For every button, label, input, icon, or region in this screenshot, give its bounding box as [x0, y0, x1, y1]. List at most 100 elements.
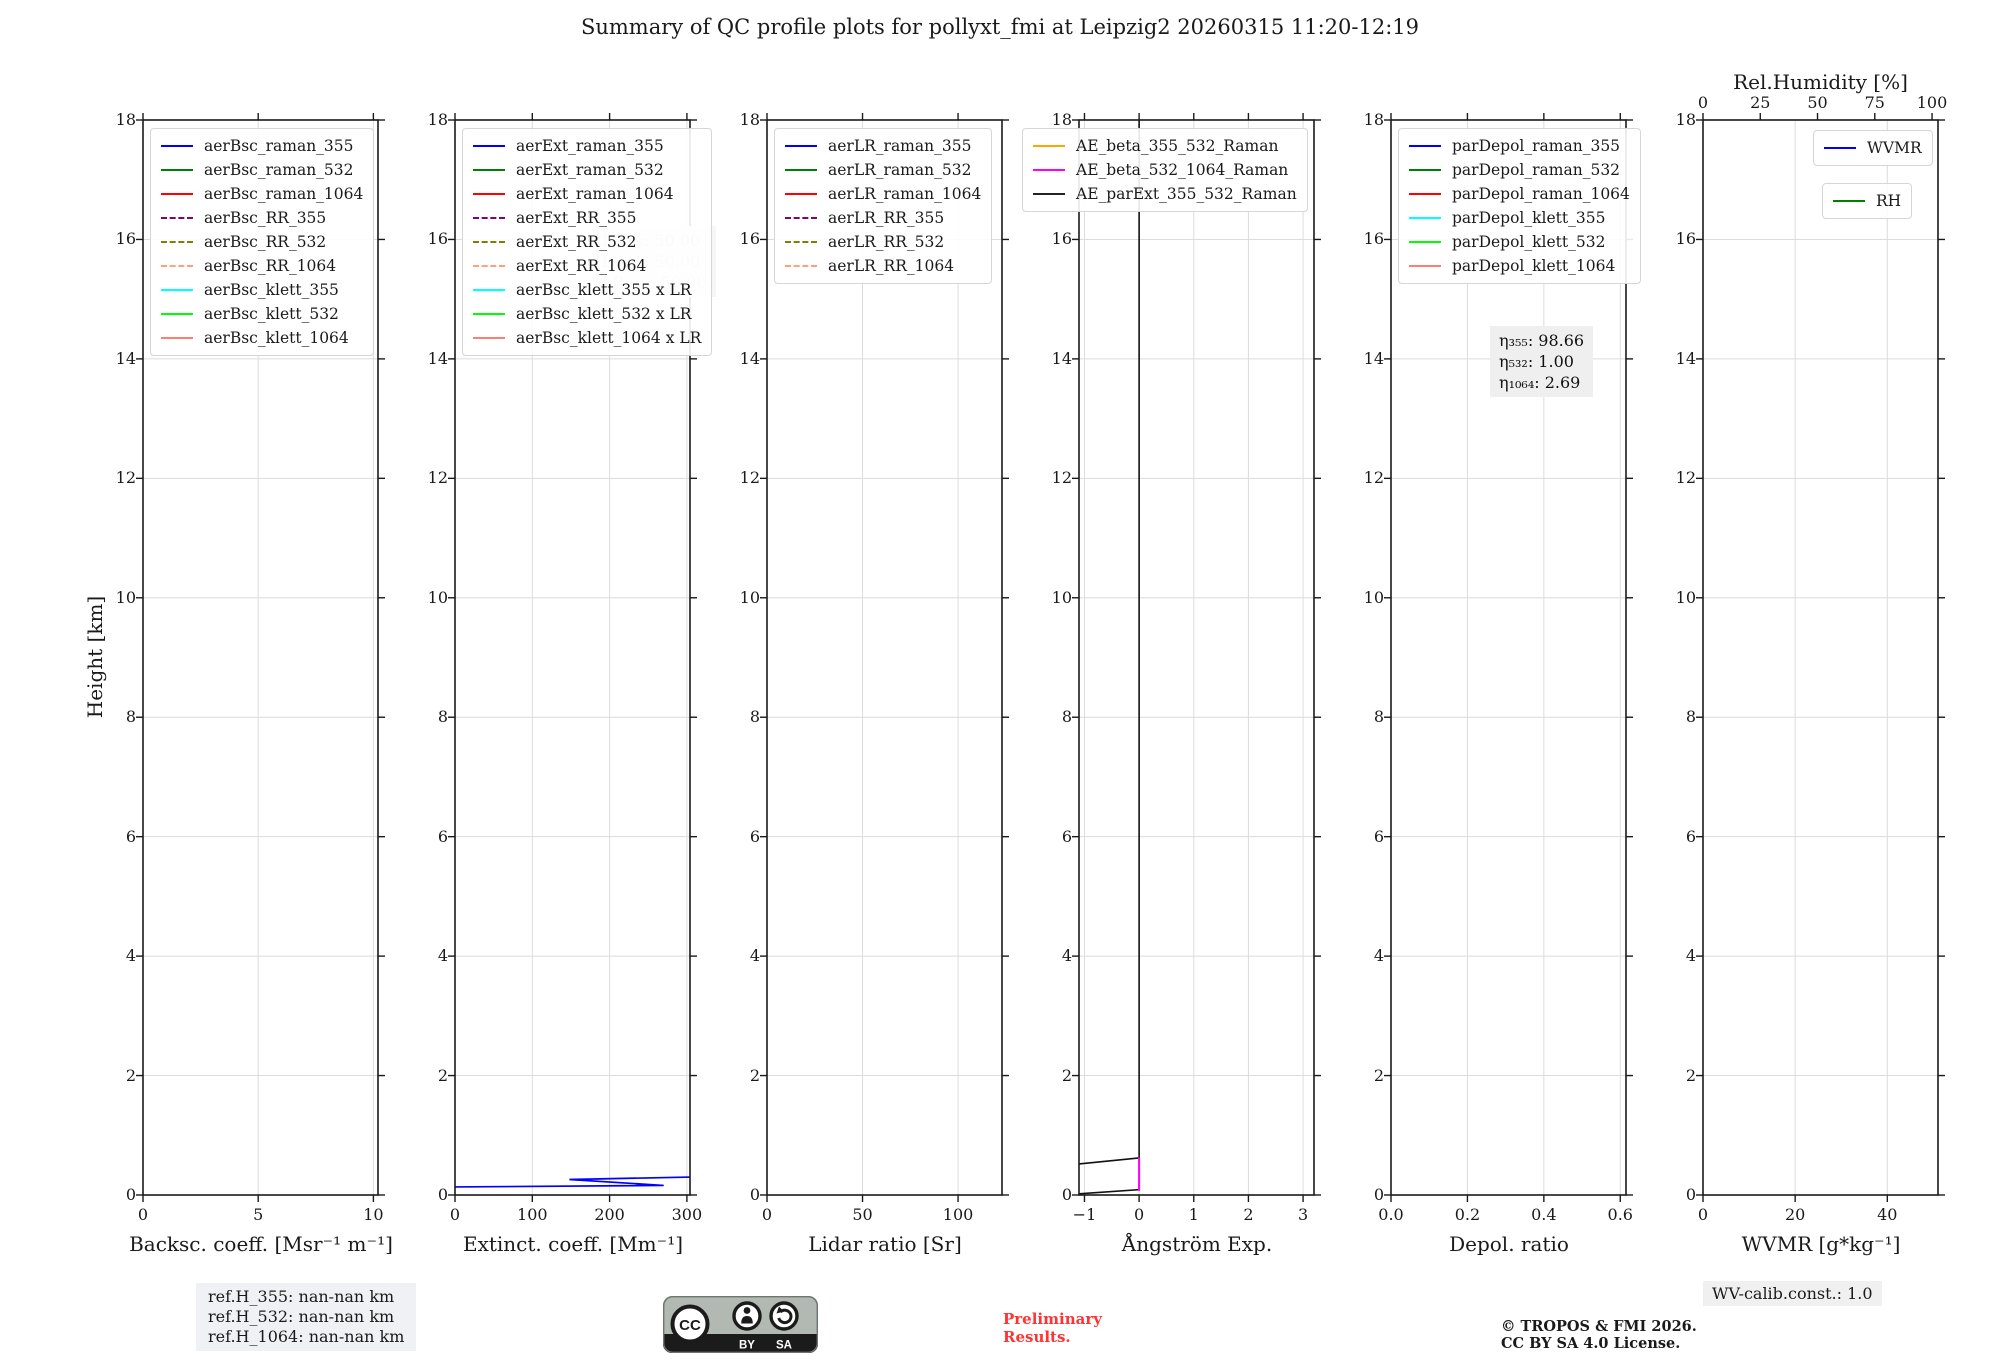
y-tick-label: 18 [1051, 110, 1072, 129]
legend-item: aerBsc_raman_355 [161, 134, 363, 158]
x-tick-label: 0.0 [1378, 1205, 1404, 1224]
y-tick-label: 18 [115, 110, 136, 129]
y-tick-label: 0 [437, 1185, 448, 1204]
legend-line-sample [473, 193, 505, 195]
legend-item: aerExt_RR_1064 [473, 254, 701, 278]
reference-height-annotation: ref.H_355: nan-nan km ref.H_532: nan-nan… [196, 1283, 417, 1351]
legend-item-label: parDepol_raman_532 [1452, 161, 1621, 179]
legend-line-sample [785, 265, 817, 267]
legend-item: aerBsc_RR_532 [161, 230, 363, 254]
legend-item-label: aerLR_raman_532 [828, 161, 972, 179]
top-tick-label: 75 [1864, 93, 1885, 112]
axes-spines [142, 119, 379, 1196]
copyright-line-2: CC BY SA 4.0 License. [1501, 1335, 1681, 1352]
legend-line-sample [1033, 169, 1065, 171]
x-tick-label: 0.4 [1531, 1205, 1557, 1224]
y-tick-label: 8 [437, 707, 448, 727]
y-tick-label: 18 [1363, 110, 1384, 129]
y-tick-label: 4 [749, 946, 760, 966]
x-tick-label: 0.2 [1454, 1205, 1481, 1224]
legend-item: aerBsc_klett_355 x LR [473, 278, 701, 302]
legend-item: aerLR_RR_355 [785, 206, 981, 230]
legend-item-label: aerExt_raman_1064 [516, 185, 674, 203]
x-tick-label: 50 [852, 1205, 873, 1224]
legend-line-sample [473, 169, 505, 171]
legend-line-sample [473, 289, 505, 291]
top-tick-label: 0 [1697, 93, 1709, 112]
y-tick-label: 2 [125, 1065, 136, 1085]
legend-item-label: WVMR [1867, 139, 1922, 157]
legend-item-label: parDepol_klett_532 [1452, 233, 1606, 251]
x-tick-label: 20 [1784, 1205, 1806, 1224]
legend-line-sample [1409, 265, 1441, 267]
x-tick-label: 100 [942, 1205, 974, 1224]
y-tick-label: 12 [1363, 468, 1384, 488]
annotation-line: η₅₃₂: 1.00 [1499, 352, 1574, 371]
y-tick-label: 4 [1061, 946, 1072, 966]
legend-box: aerExt_raman_355 aerExt_raman_532 aerExt_r… [462, 128, 713, 356]
plot-area [1072, 113, 1321, 1202]
legend-item-label: aerBsc_klett_532 [204, 305, 339, 323]
legend-item: aerLR_raman_355 [785, 134, 981, 158]
x-tick-label: 2 [1243, 1205, 1254, 1224]
legend-item: aerBsc_klett_532 [161, 302, 363, 326]
legend-item-label: parDepol_klett_355 [1452, 209, 1606, 227]
legend-line-sample [161, 289, 193, 291]
y-tick-label: 12 [1675, 468, 1696, 488]
legend-line-sample [785, 169, 817, 171]
legend-item: aerBsc_raman_532 [161, 158, 363, 182]
panel-angstrom: Ångström Exp. 0 2 4 6 8 10 12 14 16 18 −1 0 1 2 3 AE_be… [1022, 110, 1321, 1256]
y-tick-label: 0 [1061, 1185, 1072, 1204]
y-tick-label: 6 [1061, 826, 1072, 846]
legend-item-label: aerLR_RR_355 [828, 209, 945, 227]
y-tick-label: 0 [1685, 1185, 1696, 1204]
annotation-line: η₁₀₆₄: 2.69 [1499, 373, 1581, 392]
plot-area [760, 113, 1009, 1202]
legend-item-label: aerBsc_klett_532 x LR [516, 305, 692, 323]
legend-line-sample [1409, 169, 1441, 171]
panel-extinction: Extinct. coeff. [Mm⁻¹] 0 2 4 6 8 10 12 14 16 18 0 1… [428, 110, 716, 1256]
legend-item-label: AE_parExt_355_532_Raman [1076, 185, 1297, 203]
y-tick-label: 10 [739, 587, 760, 607]
x-tick-label: 200 [594, 1205, 625, 1224]
series-AE_parExt_355_532_Raman [1078, 120, 1140, 1195]
legend-item-label: aerBsc_klett_355 [204, 281, 339, 299]
x-tick-label: 300 [671, 1205, 703, 1224]
legend-line-sample [1409, 217, 1441, 219]
y-tick-label: 2 [1685, 1065, 1696, 1085]
legend-box: parDepol_raman_355 parDepol_raman_532 parD… [1398, 128, 1641, 284]
series-aerExt_raman_355 [454, 1176, 691, 1188]
top-tick-label: 50 [1807, 93, 1828, 112]
cc-license-badge-icon: CC BY SA [663, 1296, 818, 1353]
x-tick-label: −1 [1072, 1205, 1097, 1224]
legend-item-label: aerLR_raman_355 [828, 137, 972, 155]
legend-item: aerLR_RR_532 [785, 230, 981, 254]
plot-area [1384, 113, 1633, 1202]
legend-line-sample [785, 217, 817, 219]
y-tick-label: 16 [1675, 229, 1696, 249]
legend-item-label: aerBsc_raman_1064 [204, 185, 364, 203]
y-tick-label: 6 [1373, 826, 1384, 846]
legend-line-sample [161, 193, 193, 195]
y-tick-label: 0 [749, 1185, 760, 1204]
legend-item: aerBsc_RR_1064 [161, 254, 363, 278]
y-tick-label: 16 [427, 229, 448, 249]
y-tick-label: 2 [749, 1065, 760, 1085]
legend-item-label: AE_beta_532_1064_Raman [1076, 161, 1289, 179]
legend-item-label: aerBsc_RR_532 [204, 233, 327, 251]
legend-line-sample [1033, 193, 1065, 195]
y-tick-label: 8 [1685, 707, 1696, 727]
x-tick-label: 0 [449, 1205, 461, 1224]
y-tick-label: 2 [1061, 1065, 1072, 1085]
y-tick-label: 8 [1061, 707, 1072, 727]
legend-item: aerExt_raman_1064 [473, 182, 701, 206]
legend-line-sample [1409, 145, 1441, 147]
x-tick-label: 100 [517, 1205, 548, 1224]
y-tick-label: 2 [437, 1065, 448, 1085]
y-tick-label: 10 [115, 587, 136, 607]
y-tick-label: 0 [1373, 1185, 1384, 1204]
legend-item: aerExt_RR_532 [473, 230, 701, 254]
legend-line-sample [473, 217, 505, 219]
series-AE_parExt_355_532_Raman_low [1078, 1157, 1140, 1165]
legend-box: AE_beta_355_532_Raman AE_beta_532_1064_Ra… [1022, 128, 1308, 212]
